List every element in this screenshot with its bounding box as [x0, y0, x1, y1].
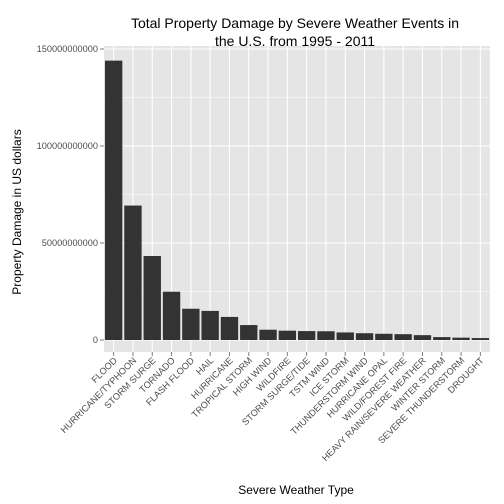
bar	[297, 331, 316, 340]
x-axis-title: Severe Weather Type	[238, 483, 354, 497]
bar	[375, 333, 393, 340]
bar	[162, 291, 181, 340]
bar	[104, 60, 123, 340]
bar	[394, 334, 412, 340]
bar	[240, 325, 258, 340]
bar	[182, 308, 200, 340]
y-tick-label: 100000000000	[37, 141, 98, 151]
chart-title-line-2: the U.S. from 1995 - 2011	[215, 33, 375, 49]
bars	[104, 60, 490, 340]
y-axis-ticks: 0 50000000000 100000000000 150000000000	[37, 44, 104, 345]
y-tick-label: 50000000000	[42, 238, 98, 248]
y-axis-title: Property Damage in US dollars	[10, 129, 24, 294]
bar	[220, 316, 239, 340]
bar	[278, 330, 297, 340]
bar	[413, 335, 432, 340]
chart-title-line-1: Total Property Damage by Severe Weather …	[131, 15, 459, 31]
bar	[259, 329, 277, 340]
bar	[124, 205, 142, 340]
bar	[317, 331, 335, 340]
bar	[355, 333, 374, 340]
bar	[201, 310, 219, 340]
bar	[336, 332, 354, 340]
plot-panel	[104, 46, 490, 352]
y-tick-label: 0	[93, 335, 98, 345]
bar	[143, 255, 161, 340]
bar	[433, 337, 451, 340]
bar	[452, 337, 470, 340]
y-tick-label: 150000000000	[37, 44, 98, 54]
bar	[471, 338, 490, 340]
